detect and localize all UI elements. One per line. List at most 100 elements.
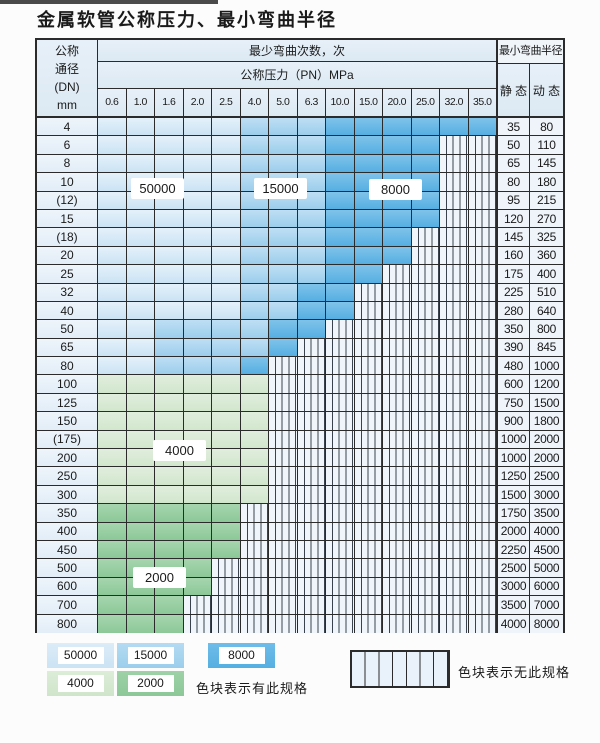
cell-50000: [98, 118, 127, 137]
pressure-header-value: 0.6: [98, 89, 127, 116]
dn-label: 32: [37, 283, 98, 302]
cell-50000: [98, 338, 127, 358]
radius-header-group: 最小弯曲半径 静 态 动 态: [498, 40, 563, 116]
cell-no-spec: [411, 228, 440, 247]
legend-item-50000: 50000: [47, 643, 114, 668]
cell-50000: [155, 136, 184, 155]
pressure-cells: [98, 136, 498, 155]
cell-4000: [98, 449, 127, 468]
legend-value: 15000: [127, 647, 174, 664]
cell-no-spec: [269, 522, 298, 541]
cell-15000: [297, 228, 326, 247]
cell-8000: [411, 154, 440, 174]
dynamic-radius-value: 360: [530, 246, 563, 266]
cell-no-spec: [240, 559, 269, 578]
cell-8000: [354, 154, 383, 174]
pressure-cells: [98, 485, 498, 505]
cell-8000: [297, 301, 326, 321]
dynamic-radius-value: 510: [530, 283, 563, 302]
pressure-header-value: 2.5: [212, 89, 241, 116]
static-radius-value: 2500: [498, 559, 530, 578]
cell-no-spec: [354, 301, 383, 321]
dn-label: 350: [37, 504, 98, 523]
cell-no-spec: [440, 283, 469, 302]
dn-header-line: 公称: [54, 44, 79, 58]
pressure-cells: [98, 265, 498, 284]
cell-50000: [183, 209, 212, 229]
cell-4000: [212, 467, 241, 486]
cell-no-spec: [440, 320, 469, 339]
cell-15000: [269, 246, 298, 266]
dynamic-radius-value: 2000: [530, 430, 563, 450]
cell-no-spec: [354, 504, 383, 523]
dynamic-radius-value: 180: [530, 173, 563, 192]
table-row: 400 2000 4000: [37, 522, 563, 541]
cell-15000: [269, 265, 298, 284]
pressure-cells: [98, 614, 498, 633]
cell-no-spec: [411, 540, 440, 560]
cell-no-spec: [269, 614, 298, 633]
dynamic-radius-value: 7000: [530, 596, 563, 615]
static-radius-value: 225: [498, 283, 530, 302]
legend-item-8000: 8000: [208, 643, 275, 668]
table-row: 125 750 1500: [37, 393, 563, 413]
region-value-label: 2000: [133, 567, 186, 588]
cell-no-spec: [411, 338, 440, 358]
pressure-cells: [98, 154, 498, 174]
cell-no-spec: [468, 393, 496, 413]
cell-15000: [269, 283, 298, 302]
cell-no-spec: [440, 228, 469, 247]
cell-no-spec: [269, 467, 298, 486]
cell-2000: [155, 540, 184, 560]
cell-no-spec: [269, 577, 298, 597]
cell-50000: [183, 265, 212, 284]
cell-2000: [126, 540, 155, 560]
no-spec-note: 色块表示无此规格: [458, 665, 571, 680]
cell-15000: [240, 246, 269, 266]
static-radius-value: 160: [498, 246, 530, 266]
cell-50000: [212, 173, 241, 192]
cell-no-spec: [354, 522, 383, 541]
pressure-header-value: 1.0: [127, 89, 155, 116]
cell-no-spec: [383, 540, 412, 560]
cell-50000: [155, 228, 184, 247]
cell-8000: [326, 118, 355, 137]
cell-no-spec: [440, 338, 469, 358]
region-value-label: 4000: [153, 440, 206, 461]
static-dynamic-header: 静 态 动 态: [498, 64, 563, 116]
static-radius-value: 120: [498, 209, 530, 229]
cell-4000: [212, 393, 241, 413]
table-row: 8 65 145: [37, 154, 563, 174]
static-radius-value: 65: [498, 154, 530, 174]
table-row: 150 900 1800: [37, 412, 563, 431]
cell-4000: [126, 393, 155, 413]
cell-no-spec: [269, 430, 298, 450]
no-spec-hatch-sample: [350, 650, 450, 688]
min-radius-header: 最小弯曲半径: [498, 40, 563, 64]
cell-no-spec: [383, 614, 412, 633]
cell-no-spec: [297, 467, 326, 486]
cell-50000: [155, 118, 184, 137]
cell-no-spec: [297, 504, 326, 523]
dn-label: 800: [37, 614, 98, 633]
cell-no-spec: [297, 412, 326, 431]
region-value-label: 15000: [254, 178, 307, 199]
cell-no-spec: [383, 338, 412, 358]
pressure-cells: [98, 375, 498, 394]
cell-no-spec: [269, 504, 298, 523]
cell-no-spec: [354, 449, 383, 468]
cell-no-spec: [411, 522, 440, 541]
static-radius-value: 3000: [498, 577, 530, 597]
cell-4000: [155, 467, 184, 486]
cell-15000: [269, 154, 298, 174]
cell-no-spec: [468, 522, 496, 541]
dn-label: 25: [37, 265, 98, 284]
pressure-cells: [98, 191, 498, 210]
region-value-label: 8000: [369, 179, 422, 200]
pressure-cells: [98, 412, 498, 431]
static-radius-value: 175: [498, 265, 530, 284]
dn-label: (12): [37, 191, 98, 210]
cell-4000: [155, 393, 184, 413]
pressure-cells: [98, 540, 498, 560]
cell-50000: [126, 209, 155, 229]
